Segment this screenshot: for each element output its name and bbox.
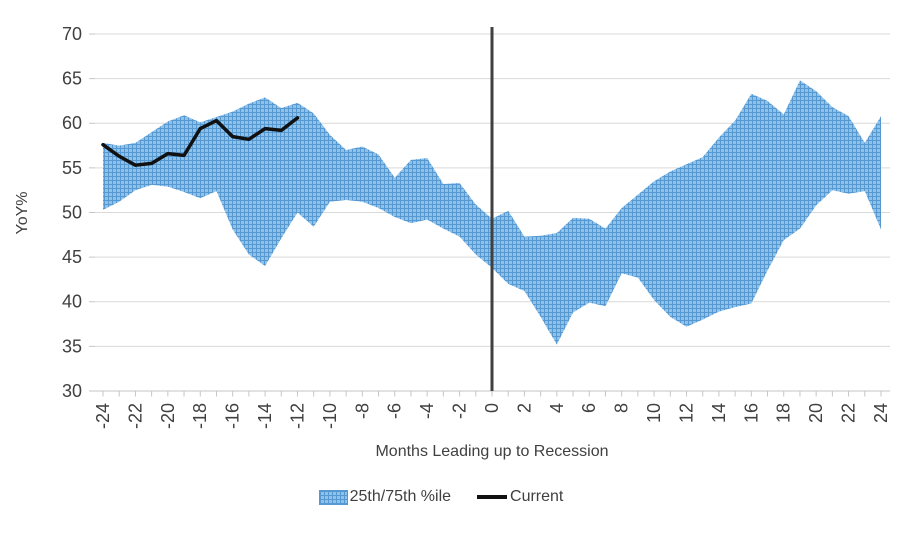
svg-text:-22: -22 — [125, 403, 145, 429]
svg-text:60: 60 — [62, 113, 82, 133]
svg-text:70: 70 — [62, 24, 82, 44]
svg-text:-24: -24 — [93, 403, 113, 429]
svg-text:-4: -4 — [417, 403, 437, 419]
svg-text:65: 65 — [62, 69, 82, 89]
legend-current-label: Current — [510, 488, 564, 505]
svg-text:30: 30 — [62, 381, 82, 401]
current-line — [101, 116, 300, 167]
svg-text:50: 50 — [62, 202, 82, 222]
band-pattern-swatch — [318, 489, 348, 505]
svg-text:-14: -14 — [255, 403, 275, 429]
svg-text:-16: -16 — [223, 403, 243, 429]
svg-text:2: 2 — [514, 403, 534, 413]
svg-text:6: 6 — [579, 403, 599, 413]
svg-text:8: 8 — [612, 403, 632, 413]
legend-band-label: 25th/75th %ile — [349, 488, 452, 505]
y-axis-title: YoY% — [14, 192, 31, 235]
svg-text:40: 40 — [62, 292, 82, 312]
svg-text:14: 14 — [709, 403, 729, 423]
legend: 25th/75th %ile Current — [0, 488, 898, 506]
svg-text:20: 20 — [806, 403, 826, 423]
svg-text:24: 24 — [871, 403, 891, 423]
svg-text:18: 18 — [774, 403, 794, 423]
svg-text:4: 4 — [547, 403, 567, 413]
svg-text:-10: -10 — [320, 403, 340, 429]
svg-text:12: 12 — [676, 403, 696, 423]
svg-text:-20: -20 — [158, 403, 178, 429]
svg-text:45: 45 — [62, 247, 82, 267]
band-layer — [103, 80, 881, 345]
series-layer — [101, 27, 494, 391]
legend-item-current: Current — [477, 488, 563, 506]
current-line-swatch — [477, 495, 508, 499]
percentile-band-area — [103, 80, 881, 345]
legend-item-band: 25th/75th %ile — [318, 488, 452, 506]
svg-text:10: 10 — [644, 403, 664, 423]
svg-text:0: 0 — [482, 403, 502, 413]
svg-text:22: 22 — [839, 403, 859, 423]
svg-text:-18: -18 — [190, 403, 210, 429]
svg-text:-12: -12 — [287, 403, 307, 429]
svg-text:35: 35 — [62, 336, 82, 356]
svg-text:16: 16 — [741, 403, 761, 423]
svg-text:-2: -2 — [450, 403, 470, 419]
svg-text:-6: -6 — [385, 403, 405, 419]
x-axis-title: Months Leading up to Recession — [375, 443, 608, 460]
svg-text:-8: -8 — [352, 403, 372, 419]
svg-text:55: 55 — [62, 158, 82, 178]
